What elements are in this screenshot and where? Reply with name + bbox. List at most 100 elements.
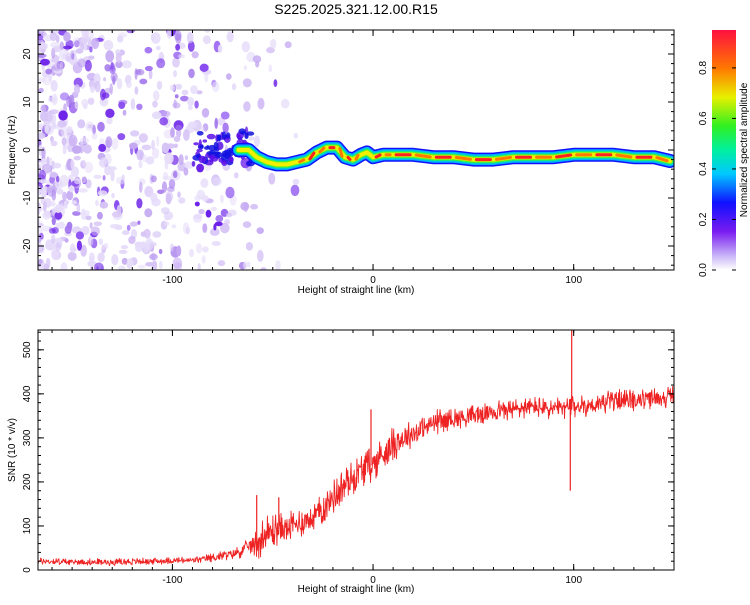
noise-blob	[140, 231, 146, 237]
noise-blob	[66, 190, 74, 201]
noise-blob	[38, 34, 44, 41]
noise-blob	[214, 117, 218, 129]
noise-blob	[84, 59, 92, 72]
noise-blob	[115, 60, 123, 69]
noise-blob	[204, 146, 210, 150]
noise-blob	[196, 243, 202, 254]
noise-blob	[70, 159, 75, 170]
noise-blob	[173, 70, 177, 78]
noise-blob	[292, 178, 300, 186]
noise-blob	[50, 42, 60, 48]
noise-blob	[100, 157, 108, 166]
noise-blob	[83, 43, 88, 51]
noise-blob	[70, 243, 76, 254]
noise-blob	[51, 123, 59, 130]
noise-blob	[187, 104, 193, 111]
colorbar-tick-label: 0.6	[698, 111, 709, 125]
noise-blob	[63, 31, 71, 42]
colorbar-tick-label: 0.8	[698, 61, 709, 75]
noise-blob	[88, 55, 95, 60]
noise-blob	[122, 109, 127, 116]
noise-blob	[145, 239, 155, 250]
noise-blob	[134, 241, 144, 248]
noise-blob	[183, 222, 189, 235]
noise-blob	[134, 86, 139, 95]
noise-blob	[89, 85, 96, 93]
noise-blob	[130, 130, 140, 137]
noise-blob	[104, 64, 111, 72]
noise-blob	[151, 260, 158, 270]
noise-blob	[41, 146, 46, 159]
noise-blob	[234, 172, 239, 179]
noise-blob	[76, 240, 82, 251]
noise-blob	[248, 136, 255, 141]
noise-blob	[91, 132, 98, 140]
noise-blob	[78, 188, 88, 193]
noise-blob	[50, 80, 58, 92]
noise-blob	[183, 129, 190, 141]
snr-xlabel: Height of straight line (km)	[298, 584, 415, 595]
noise-blob	[152, 147, 160, 159]
spectrogram-noise	[38, 30, 300, 270]
noise-blob	[157, 189, 165, 195]
noise-blob	[103, 40, 114, 51]
noise-blob	[152, 90, 160, 101]
noise-blob	[196, 148, 203, 153]
noise-blob	[173, 99, 177, 109]
noise-blob	[175, 83, 183, 90]
noise-blob	[109, 65, 116, 74]
noise-blob	[85, 215, 92, 221]
colorbar-tick-label: 0.0	[698, 263, 709, 277]
noise-blob	[222, 122, 229, 134]
noise-blob	[177, 191, 181, 198]
noise-blob	[198, 208, 205, 215]
noise-blob	[118, 265, 126, 270]
noise-blob	[106, 117, 113, 125]
noise-blob	[72, 211, 81, 216]
noise-blob	[242, 221, 252, 229]
ridge-core	[298, 158, 306, 164]
noise-blob	[38, 169, 47, 180]
noise-blob	[40, 58, 50, 66]
noise-blob	[38, 45, 41, 55]
noise-blob	[80, 208, 87, 220]
noise-blob	[201, 108, 210, 118]
noise-blob	[68, 134, 78, 147]
noise-blob	[250, 203, 259, 210]
noise-blob	[226, 31, 234, 43]
noise-blob	[50, 140, 58, 147]
noise-blob	[68, 185, 75, 193]
noise-blob	[129, 221, 138, 227]
noise-blob	[121, 257, 128, 265]
noise-blob	[129, 142, 138, 150]
noise-blob	[54, 211, 63, 220]
noise-blob	[80, 34, 90, 45]
noise-blob	[158, 260, 163, 269]
noise-blob	[65, 52, 72, 62]
noise-blob	[217, 117, 226, 126]
noise-blob	[177, 161, 187, 172]
noise-blob	[38, 238, 42, 244]
noise-blob	[237, 133, 241, 141]
noise-blob	[173, 136, 181, 142]
y-tick-label: 0	[22, 147, 33, 153]
noise-blob	[176, 245, 182, 257]
noise-blob	[175, 124, 183, 131]
noise-blob	[111, 138, 119, 150]
noise-blob	[189, 248, 194, 258]
noise-blob	[82, 159, 86, 166]
noise-blob	[105, 136, 113, 148]
noise-blob	[245, 242, 253, 251]
noise-blob	[165, 190, 174, 202]
noise-blob	[38, 132, 46, 139]
noise-blob	[118, 32, 128, 38]
noise-blob	[118, 249, 128, 254]
noise-blob	[197, 263, 201, 270]
noise-blob	[144, 208, 153, 218]
noise-blob	[58, 110, 68, 121]
noise-blob	[252, 55, 262, 63]
noise-blob	[219, 194, 224, 204]
noise-blob	[53, 162, 62, 169]
noise-blob	[172, 57, 180, 68]
